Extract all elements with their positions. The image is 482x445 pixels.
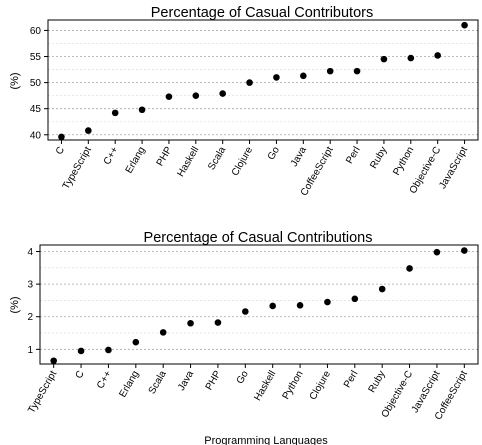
x-tick-label: Python <box>281 369 306 401</box>
y-axis-label: (%) <box>9 296 21 313</box>
x-tick-label: Erlang <box>124 145 148 176</box>
x-tick-label: PHP <box>204 369 224 393</box>
chart-title: Percentage of Casual Contributors <box>151 5 373 21</box>
x-tick-label: Go <box>266 145 282 162</box>
data-point <box>326 67 334 75</box>
chart-casual-contributions: Percentage of Casual Contributions 1234 … <box>9 230 479 445</box>
data-point <box>380 55 388 63</box>
data-point <box>159 329 167 336</box>
data-point <box>219 90 226 97</box>
y-tick-label: 40 <box>30 130 42 141</box>
data-point <box>214 319 222 326</box>
y-axis: 1 2 3 4 <box>27 247 40 356</box>
data-points <box>58 21 468 141</box>
data-point <box>138 106 146 114</box>
y-tick-label: 50 <box>30 78 42 89</box>
data-point <box>406 265 413 272</box>
y-axis: 40 45 50 55 60 <box>30 26 48 141</box>
data-point <box>324 298 331 306</box>
data-point <box>242 308 249 315</box>
data-point <box>50 357 57 365</box>
data-points <box>50 247 468 365</box>
chart-casual-contributors: Percentage of Casual Contributors 40 45 50… <box>9 5 479 198</box>
x-tick-label: Perl <box>344 145 362 166</box>
x-tick-label: Clojure <box>308 369 334 402</box>
x-tick-label: Java <box>289 145 309 169</box>
x-tick-label: TypeScript <box>26 369 59 416</box>
data-point <box>58 133 65 141</box>
x-tick-label: Haskell <box>252 369 278 403</box>
data-point <box>351 295 359 303</box>
data-point <box>296 302 304 309</box>
x-tick-label: Haskell <box>175 145 201 179</box>
data-point <box>353 67 361 75</box>
data-point <box>192 92 200 99</box>
y-tick-label: 3 <box>27 280 33 291</box>
x-tick-label: Go <box>235 369 251 386</box>
y-tick-label: 60 <box>30 26 42 37</box>
x-tick-label: Erlang <box>117 369 141 400</box>
x-tick-label: C++ <box>102 145 121 167</box>
x-axis: TypeScript C C++ Erlang Scala Java PHP Go Haskel… <box>26 364 470 422</box>
data-point <box>269 302 276 310</box>
y-tick-label: 45 <box>30 104 42 115</box>
chart-title: Percentage of Casual Contributions <box>144 230 373 246</box>
data-point <box>187 319 194 327</box>
y-axis-label: (%) <box>9 72 21 89</box>
data-point <box>111 109 119 117</box>
data-point <box>461 247 468 254</box>
x-tick-label: Ruby <box>368 145 389 171</box>
plot-frame <box>47 19 479 141</box>
x-tick-label: Python <box>391 145 416 177</box>
data-point <box>77 347 85 355</box>
data-point <box>165 93 173 100</box>
data-point <box>433 248 441 256</box>
y-tick-label: 4 <box>27 247 33 258</box>
data-point <box>461 21 468 29</box>
x-tick-label: Scala <box>206 145 228 173</box>
y-tick-label: 1 <box>27 345 33 356</box>
x-tick-label: C <box>74 369 87 381</box>
x-tick-label: C <box>54 145 67 157</box>
x-tick-label: Clojure <box>230 145 256 178</box>
plot-frame <box>39 244 479 365</box>
data-point <box>407 54 415 62</box>
x-tick-label: Scala <box>147 369 169 397</box>
grid <box>48 30 478 136</box>
data-point <box>273 74 280 81</box>
x-tick-label: C++ <box>95 369 114 391</box>
grid <box>40 251 478 350</box>
x-tick-label: Java <box>176 369 196 393</box>
x-tick-label: PHP <box>155 145 175 169</box>
data-point <box>132 338 140 346</box>
data-point <box>434 52 441 59</box>
x-axis-label: Programming Languages <box>204 435 328 445</box>
y-tick-label: 55 <box>30 52 42 63</box>
data-point <box>105 346 112 354</box>
x-tick-label: Ruby <box>367 369 388 395</box>
y-tick-label: 2 <box>27 312 33 323</box>
data-point <box>246 79 253 86</box>
data-point <box>378 285 386 293</box>
x-tick-label: Perl <box>342 369 360 390</box>
data-point <box>300 72 307 80</box>
data-point <box>85 127 92 134</box>
